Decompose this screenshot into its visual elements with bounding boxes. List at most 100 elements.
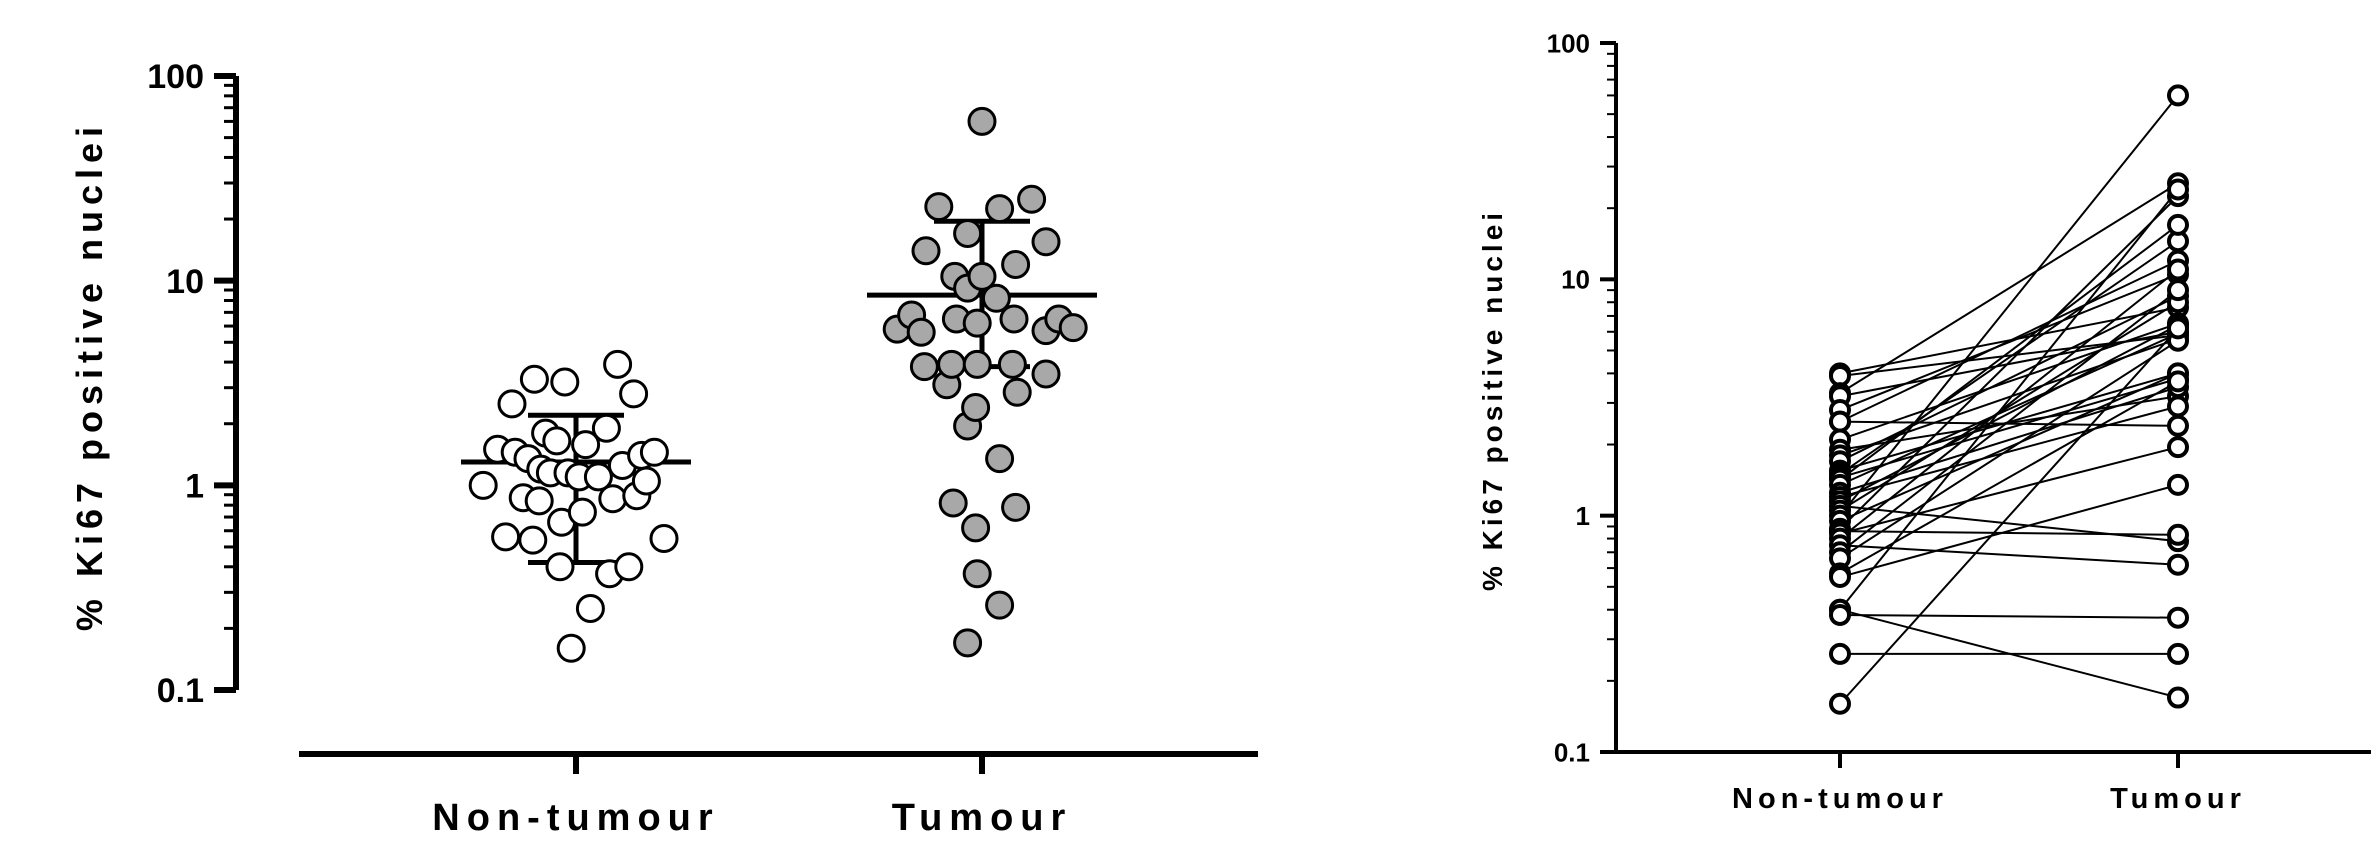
data-point	[1058, 313, 1088, 343]
data-point-tumour	[2167, 642, 2189, 665]
data-point-tumour	[2167, 553, 2189, 576]
pair-line	[1839, 504, 2179, 543]
data-point-non-tumour	[1829, 692, 1851, 715]
data-point	[603, 349, 633, 379]
data-point	[953, 219, 983, 249]
data-point	[614, 552, 644, 582]
data-point	[985, 194, 1015, 224]
pair-lines	[1839, 94, 2179, 705]
data-point	[1017, 184, 1047, 214]
pair-line	[1839, 289, 2179, 554]
data-point	[961, 393, 991, 423]
data-point	[524, 486, 554, 516]
pair-line	[1839, 483, 2179, 578]
data-point-tumour	[2167, 436, 2189, 459]
pair-line	[1839, 530, 2179, 536]
data-point	[575, 594, 605, 624]
data-point-tumour	[2167, 370, 2189, 393]
data-point-tumour	[2167, 213, 2189, 236]
data-point	[1001, 249, 1031, 279]
data-point	[497, 389, 527, 419]
data-point	[967, 106, 997, 136]
data-point	[906, 317, 936, 347]
pair-line	[1839, 339, 2179, 560]
pair-line	[1839, 322, 2179, 441]
x-axis-category-labels: Non-tumour Tumour	[1732, 783, 2246, 815]
pair-line	[1839, 332, 2179, 486]
data-point	[938, 488, 968, 518]
data-point-non-tumour	[1829, 642, 1851, 665]
data-point	[985, 444, 1015, 474]
data-point	[1031, 227, 1061, 257]
data-point-tumour	[2167, 317, 2189, 340]
dot-plot-panel: 0.1 1 10 100 % Ki67 positive nuclei Non-tum…	[69, 58, 1258, 839]
y-axis-label: % Ki67 positive nuclei	[1477, 209, 1508, 591]
pair-line	[1839, 259, 2179, 423]
data-point	[567, 497, 597, 527]
data-point	[985, 590, 1015, 620]
data-point-tumour	[2167, 686, 2189, 709]
y-axis-ticks	[1600, 41, 1616, 754]
data-point-tumour	[2167, 84, 2189, 107]
y-axis-ticks	[214, 73, 236, 693]
x-category-label: Tumour	[892, 797, 1073, 838]
data-point-non-tumour	[1829, 566, 1851, 589]
pair-line	[1839, 182, 2179, 394]
y-axis-tick-labels: 0.1 1 10 100	[147, 58, 204, 710]
y-tick-label: 100	[1547, 28, 1590, 58]
data-point	[937, 349, 967, 379]
data-point	[1001, 492, 1031, 522]
data-point	[583, 462, 613, 492]
y-axis-tick-labels: 0.1 1 10 100	[1547, 28, 1590, 767]
data-point-tumour	[2167, 258, 2189, 281]
pair-line	[1839, 327, 2179, 705]
pair-line	[1839, 372, 2179, 522]
y-tick-label: 10	[166, 263, 204, 301]
pair-line	[1839, 301, 2179, 512]
data-point	[519, 364, 549, 394]
data-point-tumour	[2167, 279, 2189, 302]
x-category-label: Non-tumour	[432, 797, 719, 838]
data-point	[924, 192, 954, 222]
data-point-tumour	[2167, 395, 2189, 418]
data-point	[550, 367, 580, 397]
y-tick-label: 0.1	[157, 672, 204, 710]
data-point-non-tumour	[1829, 603, 1851, 626]
data-point	[997, 349, 1027, 379]
y-tick-label: 10	[1561, 265, 1590, 295]
data-point	[639, 437, 669, 467]
y-tick-label: 1	[1576, 501, 1590, 531]
pair-line	[1839, 405, 2179, 498]
data-point	[491, 522, 521, 552]
pair-line	[1839, 268, 2179, 540]
pair-line	[1839, 195, 2179, 530]
data-point	[468, 470, 498, 500]
data-point	[962, 559, 992, 589]
data-point	[1031, 359, 1061, 389]
x-category-label: Tumour	[2110, 783, 2246, 815]
paired-plot-panel: 0.1 1 10 100 % Ki67 positive nuclei Non-tum…	[1477, 28, 2371, 815]
data-point	[967, 261, 997, 291]
data-point-tumour	[2167, 414, 2189, 437]
data-point-non-tumour	[1829, 410, 1851, 433]
pair-line	[1839, 188, 2179, 611]
data-point	[598, 484, 628, 514]
pair-line	[1839, 224, 2179, 481]
data-point	[961, 513, 991, 543]
data-point	[1002, 377, 1032, 407]
data-point-tumour	[2167, 606, 2189, 629]
data-point	[631, 466, 661, 496]
data-point-tumour	[2167, 473, 2189, 496]
pair-line	[1839, 295, 2179, 463]
data-point	[619, 379, 649, 409]
x-axis-ticks	[1838, 752, 2180, 768]
data-point	[571, 430, 601, 460]
y-tick-label: 0.1	[1554, 737, 1590, 767]
y-tick-label: 1	[185, 468, 204, 506]
pair-line	[1839, 446, 2179, 535]
data-point-tumour	[2167, 178, 2189, 201]
data-point	[542, 426, 572, 456]
x-axis-category-labels: Non-tumour Tumour	[432, 797, 1073, 839]
